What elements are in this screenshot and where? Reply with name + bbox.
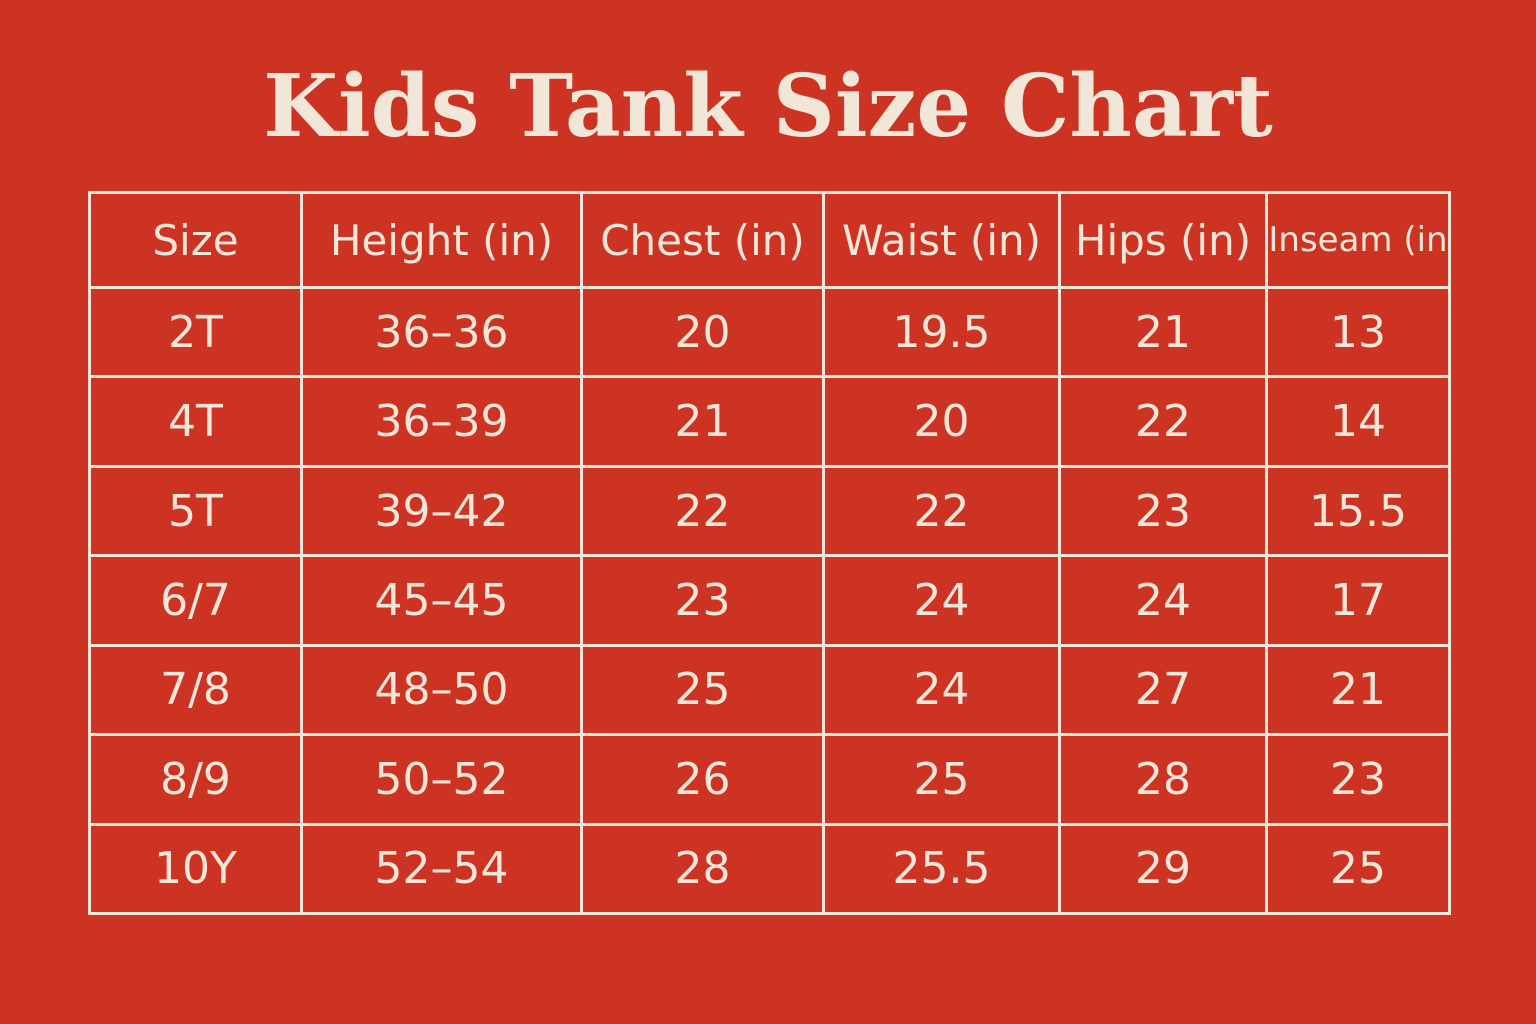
cell-height: 36–36 [300, 285, 583, 379]
cell-height: 52–54 [300, 822, 583, 916]
table-row: 6/7 45–45 23 24 24 17 [88, 554, 1451, 647]
header-inseam: Inseam (in [1265, 191, 1451, 289]
cell-hips: 23 [1058, 464, 1268, 558]
cell-hips: 21 [1058, 285, 1268, 379]
cell-height: 45–45 [300, 554, 583, 647]
cell-hips: 27 [1058, 643, 1268, 737]
cell-size: 8/9 [88, 733, 303, 826]
table-row: 8/9 50–52 26 25 28 23 [88, 733, 1451, 826]
chart-title: Kids Tank Size Chart [263, 56, 1273, 157]
cell-height: 48–50 [300, 643, 583, 737]
cell-height: 36–39 [300, 375, 583, 468]
cell-height: 50–52 [300, 733, 583, 826]
cell-inseam: 15.5 [1265, 464, 1451, 558]
table-row: 4T 36–39 21 20 22 14 [88, 375, 1451, 468]
cell-size: 10Y [88, 822, 303, 916]
cell-chest: 20 [580, 285, 825, 379]
table-row: 7/8 48–50 25 24 27 21 [88, 643, 1451, 737]
cell-hips: 28 [1058, 733, 1268, 826]
header-height: Height (in) [300, 191, 583, 289]
header-waist: Waist (in) [822, 191, 1061, 289]
size-table-container: Size Height (in) Chest (in) Waist (in) H… [88, 191, 1451, 916]
header-hips: Hips (in) [1058, 191, 1268, 289]
cell-waist: 20 [822, 375, 1061, 468]
cell-waist: 19.5 [822, 285, 1061, 379]
header-chest: Chest (in) [580, 191, 825, 289]
cell-chest: 23 [580, 554, 825, 647]
cell-waist: 22 [822, 464, 1061, 558]
cell-hips: 22 [1058, 375, 1268, 468]
cell-waist: 24 [822, 554, 1061, 647]
cell-size: 6/7 [88, 554, 303, 647]
cell-inseam: 23 [1265, 733, 1451, 826]
cell-inseam: 14 [1265, 375, 1451, 468]
cell-size: 5T [88, 464, 303, 558]
cell-waist: 24 [822, 643, 1061, 737]
cell-inseam: 13 [1265, 285, 1451, 379]
cell-height: 39–42 [300, 464, 583, 558]
cell-inseam: 17 [1265, 554, 1451, 647]
header-size: Size [88, 191, 303, 289]
cell-chest: 25 [580, 643, 825, 737]
size-table: Size Height (in) Chest (in) Waist (in) H… [88, 191, 1451, 916]
cell-size: 7/8 [88, 643, 303, 737]
cell-hips: 29 [1058, 822, 1268, 916]
table-row: 10Y 52–54 28 25.5 29 25 [88, 822, 1451, 916]
header-row: Size Height (in) Chest (in) Waist (in) H… [88, 191, 1451, 289]
cell-chest: 28 [580, 822, 825, 916]
cell-inseam: 21 [1265, 643, 1451, 737]
cell-hips: 24 [1058, 554, 1268, 647]
cell-chest: 22 [580, 464, 825, 558]
table-row: 2T 36–36 20 19.5 21 13 [88, 285, 1451, 379]
cell-waist: 25.5 [822, 822, 1061, 916]
cell-inseam: 25 [1265, 822, 1451, 916]
table-row: 5T 39–42 22 22 23 15.5 [88, 464, 1451, 558]
cell-size: 4T [88, 375, 303, 468]
cell-chest: 21 [580, 375, 825, 468]
cell-waist: 25 [822, 733, 1061, 826]
cell-size: 2T [88, 285, 303, 379]
cell-chest: 26 [580, 733, 825, 826]
